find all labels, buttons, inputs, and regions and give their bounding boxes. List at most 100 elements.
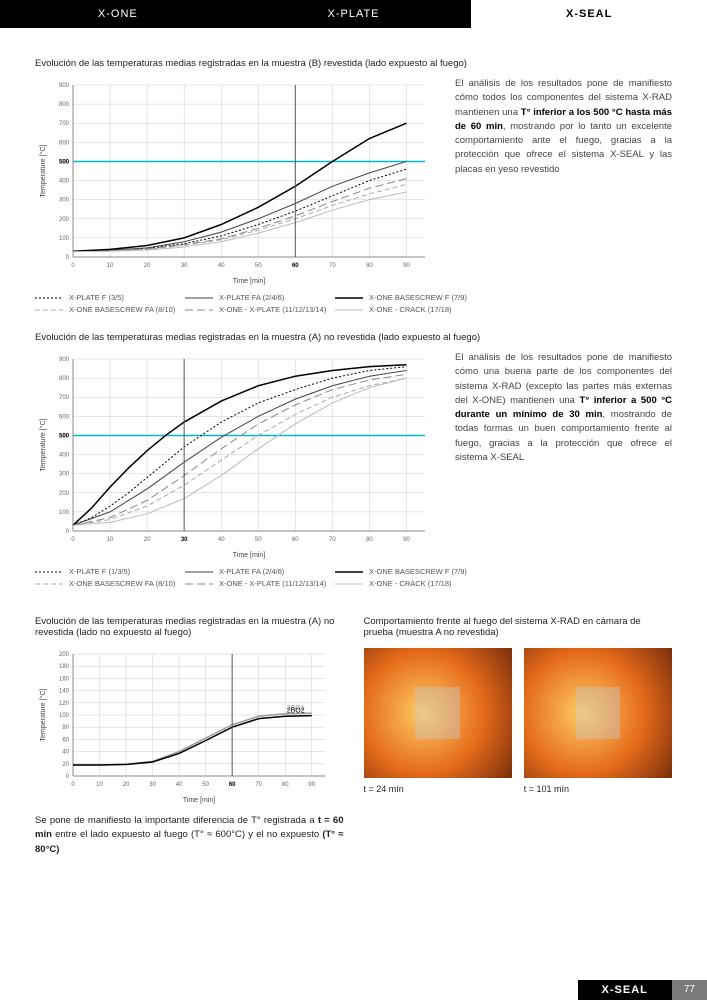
svg-text:0: 0 <box>66 255 70 261</box>
svg-text:800: 800 <box>59 102 70 108</box>
svg-text:90: 90 <box>403 537 410 543</box>
svg-text:800: 800 <box>59 376 70 382</box>
svg-text:100: 100 <box>59 236 70 242</box>
svg-text:200: 200 <box>59 217 70 223</box>
svg-text:300: 300 <box>59 472 70 478</box>
svg-text:Time [min]: Time [min] <box>233 278 265 285</box>
fire-photo-1 <box>364 648 512 778</box>
svg-text:700: 700 <box>59 395 70 401</box>
svg-text:2BO2: 2BO2 <box>287 708 305 715</box>
svg-text:10: 10 <box>96 782 103 788</box>
legend-item: X-ONE - X-PLATE (11/12/13/14) <box>185 579 335 588</box>
photo1-caption: t = 24 mín <box>364 784 512 794</box>
svg-text:180: 180 <box>59 664 70 670</box>
svg-text:Time [min]: Time [min] <box>183 797 215 804</box>
chart1-sidetext: El análisis de los resultados pone de ma… <box>455 77 672 287</box>
chart1-legend: X-PLATE F (3/5) X-ONE BASESCREW FA (8/10)… <box>35 293 672 314</box>
chart2-title: Evolución de las temperaturas medias reg… <box>35 332 672 343</box>
fire-photo-2 <box>524 648 672 778</box>
svg-text:10: 10 <box>107 263 114 269</box>
svg-text:0: 0 <box>71 263 75 269</box>
footer-label: X-SEAL <box>578 980 672 1000</box>
svg-text:40: 40 <box>218 537 225 543</box>
legend-item: X-PLATE FA (2/4/6) <box>185 567 335 576</box>
svg-text:80: 80 <box>366 537 373 543</box>
tab-xseal[interactable]: X-SEAL <box>471 0 707 28</box>
svg-text:20: 20 <box>62 762 69 768</box>
legend-item: X-ONE - CRACK (17/18) <box>335 579 485 588</box>
svg-text:900: 900 <box>59 83 70 89</box>
legend-item: X-PLATE F (3/5) <box>35 293 185 302</box>
tab-xplate[interactable]: X-PLATE <box>236 0 472 28</box>
svg-text:50: 50 <box>255 537 262 543</box>
svg-text:0: 0 <box>71 782 75 788</box>
legend-item: X-PLATE F (1/3/5) <box>35 567 185 576</box>
chart2-sidetext: El análisis de los resultados pone de ma… <box>455 351 672 561</box>
svg-text:30: 30 <box>181 263 188 269</box>
svg-text:100: 100 <box>59 510 70 516</box>
svg-text:60: 60 <box>292 537 299 543</box>
svg-text:20: 20 <box>123 782 130 788</box>
svg-text:50: 50 <box>202 782 209 788</box>
svg-text:30: 30 <box>149 782 156 788</box>
tab-bar: X-ONE X-PLATE X-SEAL <box>0 0 707 28</box>
chart2: 0100200300400500600700800900010203040506… <box>35 351 435 561</box>
legend-item: X-ONE - CRACK (17/18) <box>335 305 485 314</box>
svg-text:90: 90 <box>308 782 315 788</box>
svg-text:70: 70 <box>255 782 262 788</box>
svg-text:0: 0 <box>66 774 70 780</box>
svg-text:40: 40 <box>62 750 69 756</box>
photo2-caption: t = 101 mín <box>524 784 672 794</box>
svg-text:40: 40 <box>176 782 183 788</box>
svg-text:Temperature [°C]: Temperature [°C] <box>39 144 47 197</box>
chart2-legend: X-PLATE F (1/3/5) X-ONE BASESCREW FA (8/1… <box>35 567 672 588</box>
svg-text:0: 0 <box>66 529 70 535</box>
svg-text:20: 20 <box>144 263 151 269</box>
chart3-title: Evolución de las temperaturas medias reg… <box>35 616 344 638</box>
svg-text:Temperature [°C]: Temperature [°C] <box>39 418 47 471</box>
legend-item: X-PLATE FA (2/4/6) <box>185 293 335 302</box>
svg-text:200: 200 <box>59 491 70 497</box>
svg-text:900: 900 <box>59 357 70 363</box>
legend-item: X-ONE BASESCREW FA (8/10) <box>35 305 185 314</box>
svg-text:70: 70 <box>329 263 336 269</box>
svg-text:500: 500 <box>59 433 70 439</box>
svg-text:0: 0 <box>71 537 75 543</box>
svg-text:70: 70 <box>329 537 336 543</box>
tab-xone[interactable]: X-ONE <box>0 0 236 28</box>
chart1: 0 100 200 300 400 500 600 700 800 900 0 10 20 30 40 50 6… <box>35 77 435 287</box>
svg-text:90: 90 <box>403 263 410 269</box>
svg-text:Temperature [°C]: Temperature [°C] <box>39 688 47 741</box>
svg-text:700: 700 <box>59 121 70 127</box>
svg-text:40: 40 <box>218 263 225 269</box>
svg-text:600: 600 <box>59 140 70 146</box>
legend-item: X-ONE BASESCREW F (7/9) <box>335 293 485 302</box>
photos-title: Comportamiento frente al fuego del siste… <box>364 616 673 638</box>
svg-text:120: 120 <box>59 701 70 707</box>
chart1-title: Evolución de las temperaturas medias reg… <box>35 58 672 69</box>
svg-text:80: 80 <box>62 725 69 731</box>
svg-text:100: 100 <box>59 713 70 719</box>
svg-text:300: 300 <box>59 198 70 204</box>
svg-text:10: 10 <box>107 537 114 543</box>
svg-text:400: 400 <box>59 179 70 185</box>
page-footer: X-SEAL 77 <box>0 980 707 1000</box>
svg-text:400: 400 <box>59 453 70 459</box>
bottom-paragraph: Se pone de manifiesto la importante dife… <box>35 814 344 857</box>
svg-text:160: 160 <box>59 676 70 682</box>
chart3: 0 20 40 60 80 100 120 140 160 180 200 0 10 20 30 40 50 60… <box>35 646 344 806</box>
svg-text:60: 60 <box>229 782 236 788</box>
legend-item: X-ONE BASESCREW F (7/9) <box>335 567 485 576</box>
svg-text:140: 140 <box>59 689 70 695</box>
legend-item: X-ONE - X-PLATE (11/12/13/14) <box>185 305 335 314</box>
legend-item: X-ONE BASESCREW FA (8/10) <box>35 579 185 588</box>
footer-page: 77 <box>672 980 707 1000</box>
svg-text:50: 50 <box>255 263 262 269</box>
svg-text:60: 60 <box>62 737 69 743</box>
svg-text:500: 500 <box>59 159 70 165</box>
svg-text:60: 60 <box>292 263 299 269</box>
svg-text:600: 600 <box>59 414 70 420</box>
svg-text:200: 200 <box>59 652 70 658</box>
svg-text:80: 80 <box>366 263 373 269</box>
svg-text:Time [min]: Time [min] <box>233 552 265 559</box>
